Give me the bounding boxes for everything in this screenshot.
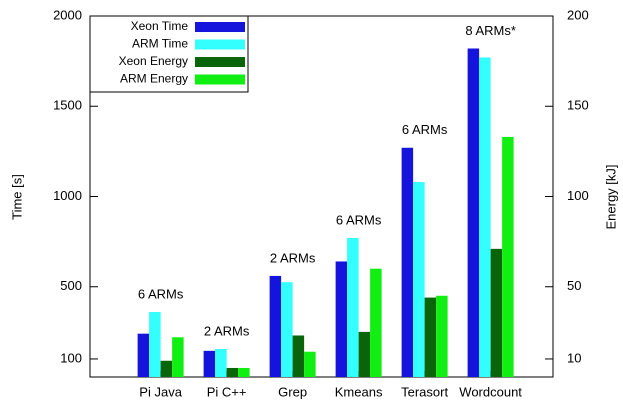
y-axis-label: Time [s]	[9, 174, 24, 220]
bar	[203, 350, 216, 377]
bar	[215, 349, 227, 377]
legend-label: ARM Energy	[120, 72, 188, 86]
legend-swatch	[195, 22, 245, 32]
bar	[358, 331, 371, 377]
y-tick-label: 500	[60, 278, 82, 293]
annotation: 2 ARMs	[270, 250, 316, 265]
bar	[304, 351, 316, 377]
y-tick-label: 1000	[53, 188, 82, 203]
annotation: 6 ARMs	[402, 122, 448, 137]
bar	[424, 297, 437, 377]
legend-label: Xeon Energy	[119, 54, 188, 68]
legend-swatch	[195, 74, 245, 85]
x-tick-label: Grep	[278, 384, 307, 399]
x-tick-label: Kmeans	[335, 384, 383, 399]
bar	[292, 335, 305, 377]
x-tick-label: Pi Java	[139, 384, 182, 399]
bar	[137, 333, 150, 377]
bar	[401, 147, 414, 377]
bar	[479, 57, 491, 377]
x-tick-label: Pi C++	[207, 384, 247, 399]
x-tick-label: Terasort	[401, 384, 448, 399]
annotation: 6 ARMs	[138, 286, 184, 301]
bar	[281, 282, 293, 377]
y-tick-label: 100	[60, 350, 82, 365]
bar	[149, 312, 161, 377]
bar	[347, 238, 359, 377]
y2-tick-label: 100	[567, 188, 589, 203]
bar	[160, 360, 173, 377]
legend-label: ARM Time	[132, 37, 188, 51]
y2-tick-label: 150	[567, 98, 589, 113]
bar	[370, 268, 382, 377]
bar	[490, 248, 503, 377]
bar	[467, 48, 480, 378]
bar	[226, 367, 239, 377]
y-tick-label: 1500	[53, 98, 82, 113]
bar	[172, 337, 184, 377]
y2-axis-label: Energy [kJ]	[603, 164, 618, 229]
y2-tick-label: 200	[567, 7, 589, 22]
x-tick-label: Wordcount	[459, 384, 522, 399]
annotation: 2 ARMs	[204, 323, 250, 338]
bar	[335, 261, 348, 377]
legend-swatch	[195, 57, 245, 67]
annotation: 6 ARMs	[336, 212, 382, 227]
bar	[502, 136, 514, 377]
bar	[436, 295, 448, 377]
bar	[238, 367, 250, 377]
bar	[269, 275, 282, 377]
annotation: 8 ARMs*	[465, 23, 516, 38]
legend-swatch	[195, 39, 245, 50]
y2-tick-label: 10	[567, 350, 581, 365]
bar	[413, 182, 425, 377]
y-tick-label: 2000	[53, 7, 82, 22]
y2-tick-label: 50	[567, 278, 581, 293]
legend-label: Xeon Time	[131, 19, 189, 33]
